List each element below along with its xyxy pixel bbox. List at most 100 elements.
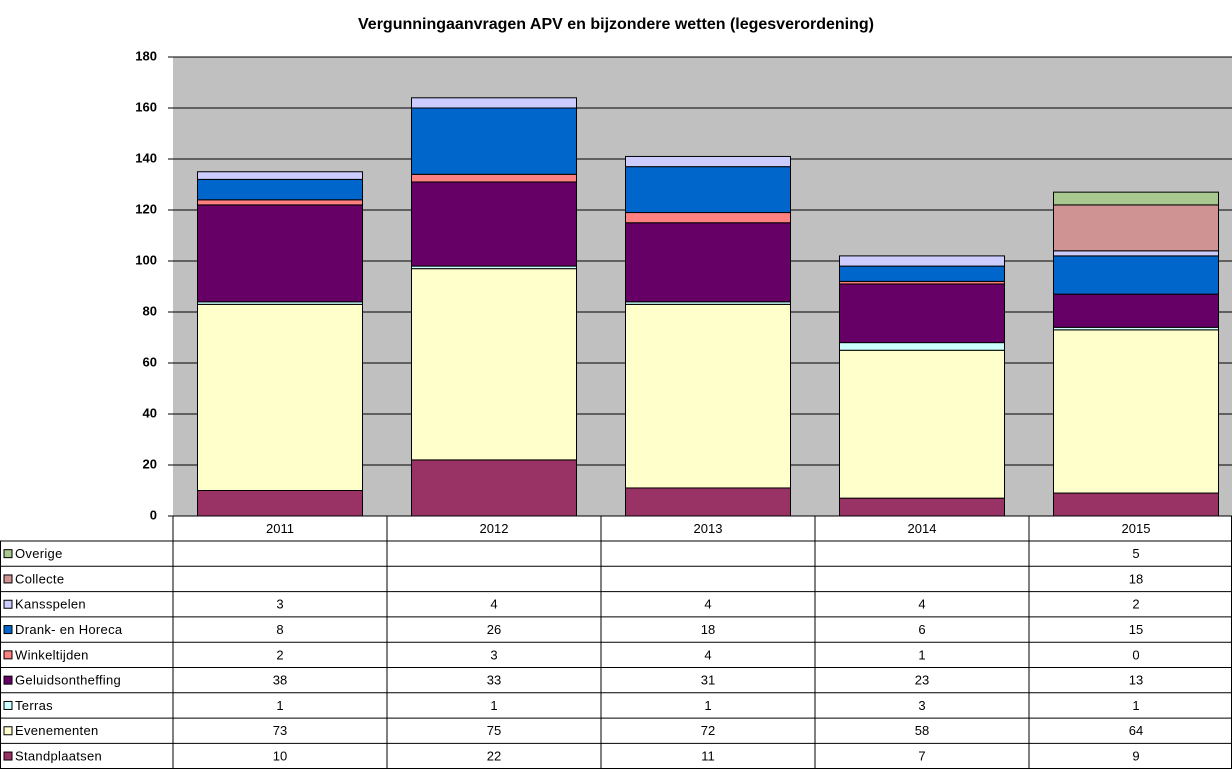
bar-segment bbox=[839, 255, 1005, 267]
bar-segment bbox=[625, 487, 791, 517]
bar-segment bbox=[197, 171, 363, 180]
bar-segment bbox=[839, 349, 1005, 499]
table-value: 31 bbox=[701, 673, 715, 688]
y-tick-label: 160 bbox=[135, 99, 157, 114]
bar-segment bbox=[197, 204, 363, 303]
table-value: 0 bbox=[1132, 647, 1139, 662]
legend-label: Overige bbox=[15, 546, 63, 561]
y-tick-label: 100 bbox=[135, 252, 157, 267]
table-value: 9 bbox=[1132, 748, 1139, 763]
legend-label: Evenementen bbox=[15, 723, 99, 738]
table-value: 4 bbox=[704, 597, 711, 612]
table-value: 3 bbox=[918, 698, 925, 713]
table-value: 26 bbox=[487, 622, 501, 637]
x-tick-label: 2012 bbox=[480, 521, 509, 536]
table-value: 22 bbox=[487, 748, 501, 763]
y-tick-label: 0 bbox=[150, 507, 157, 522]
table-value: 8 bbox=[276, 622, 283, 637]
legend-swatch bbox=[3, 675, 13, 685]
bar-segment bbox=[1053, 293, 1219, 328]
bar-segment bbox=[197, 178, 363, 201]
bar-segment bbox=[625, 303, 791, 489]
bar-segment bbox=[839, 283, 1005, 344]
table-value: 23 bbox=[915, 673, 929, 688]
table-value: 72 bbox=[701, 723, 715, 738]
table-value: 3 bbox=[490, 647, 497, 662]
y-tick-label: 120 bbox=[135, 201, 157, 216]
bar-segment bbox=[197, 199, 363, 206]
bar-segment bbox=[839, 497, 1005, 517]
table-value: 13 bbox=[1129, 673, 1143, 688]
table-value: 64 bbox=[1129, 723, 1143, 738]
bar-segment bbox=[1053, 329, 1219, 494]
legend-swatch bbox=[3, 574, 13, 584]
bar-segment bbox=[1053, 191, 1219, 206]
bar-segment bbox=[411, 459, 577, 517]
table-value: 33 bbox=[487, 673, 501, 688]
table-value: 73 bbox=[273, 723, 287, 738]
legend-label: Terras bbox=[15, 698, 53, 713]
bar-segment bbox=[1053, 255, 1219, 295]
table-value: 75 bbox=[487, 723, 501, 738]
bar-segment bbox=[197, 303, 363, 491]
bar-segment bbox=[625, 166, 791, 214]
bar-segment bbox=[1053, 204, 1219, 252]
table-value: 5 bbox=[1132, 546, 1139, 561]
table-value: 6 bbox=[918, 622, 925, 637]
table-value: 7 bbox=[918, 748, 925, 763]
y-tick-label: 60 bbox=[143, 354, 157, 369]
legend-swatch bbox=[3, 599, 13, 609]
legend-label: Kansspelen bbox=[15, 597, 86, 612]
legend-swatch bbox=[3, 650, 13, 660]
bar-segment bbox=[411, 181, 577, 267]
table-value: 1 bbox=[490, 698, 497, 713]
table-value: 18 bbox=[1129, 571, 1143, 586]
legend-swatch bbox=[3, 549, 13, 559]
legend-swatch bbox=[3, 625, 13, 635]
bar-segment bbox=[839, 265, 1005, 282]
legend-swatch bbox=[3, 726, 13, 736]
bar-segment bbox=[1053, 492, 1219, 517]
bar-segment bbox=[411, 173, 577, 183]
table-value: 38 bbox=[273, 673, 287, 688]
y-tick-label: 80 bbox=[143, 303, 157, 318]
legend-label: Collecte bbox=[15, 571, 64, 586]
y-tick-label: 140 bbox=[135, 150, 157, 165]
bar-segment bbox=[625, 212, 791, 224]
table-value: 4 bbox=[490, 597, 497, 612]
bar-segment bbox=[411, 268, 577, 461]
bar-segment bbox=[411, 107, 577, 175]
table-value: 58 bbox=[915, 723, 929, 738]
table-value: 2 bbox=[276, 647, 283, 662]
table-value: 11 bbox=[701, 748, 715, 763]
legend-label: Winkeltijden bbox=[15, 647, 89, 662]
bar-segment bbox=[411, 97, 577, 109]
table-value: 1 bbox=[276, 698, 283, 713]
table-value: 10 bbox=[273, 748, 287, 763]
table-value: 4 bbox=[704, 647, 711, 662]
legend-label: Standplaatsen bbox=[15, 748, 102, 763]
bar-segment bbox=[197, 490, 363, 517]
bar-segment bbox=[625, 222, 791, 303]
table-value: 18 bbox=[701, 622, 715, 637]
chart-title: Vergunningaanvragen APV en bijzondere we… bbox=[358, 16, 874, 33]
bar-segment bbox=[1053, 250, 1219, 257]
legend-label: Geluidsontheffing bbox=[15, 673, 121, 688]
y-tick-label: 40 bbox=[143, 405, 157, 420]
y-tick-label: 180 bbox=[135, 48, 157, 63]
legend-label: Drank- en Horeca bbox=[15, 622, 123, 637]
bar-segment bbox=[625, 155, 791, 168]
table-value: 15 bbox=[1129, 622, 1143, 637]
y-tick-label: 20 bbox=[143, 456, 157, 471]
legend-swatch bbox=[3, 751, 13, 761]
table-value: 1 bbox=[704, 698, 711, 713]
x-tick-label: 2013 bbox=[694, 521, 723, 536]
table-value: 3 bbox=[276, 597, 283, 612]
x-tick-label: 2015 bbox=[1122, 521, 1151, 536]
table-value: 2 bbox=[1132, 597, 1139, 612]
table-value: 1 bbox=[1132, 698, 1139, 713]
bar-segment bbox=[839, 342, 1005, 351]
table-value: 1 bbox=[918, 647, 925, 662]
x-tick-label: 2011 bbox=[266, 521, 294, 536]
